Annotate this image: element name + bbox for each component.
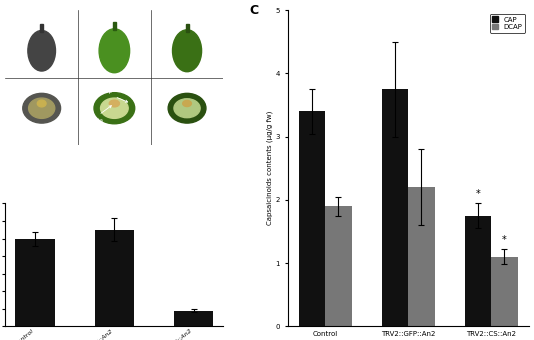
Bar [40,24,43,32]
Bar [299,112,325,326]
Text: *: * [502,235,507,245]
Bar [465,216,491,326]
Ellipse shape [29,98,55,118]
Legend: CAP, DCAP: CAP, DCAP [490,14,525,33]
Ellipse shape [172,30,201,72]
Ellipse shape [183,100,191,106]
Bar [174,311,214,326]
Bar [408,187,435,326]
Ellipse shape [23,94,60,123]
Y-axis label: Capsaicinoids contents (μg/g fw): Capsaicinoids contents (μg/g fw) [266,111,273,225]
Bar [186,24,189,32]
Text: C: C [249,4,258,17]
Ellipse shape [37,100,46,107]
Ellipse shape [99,29,130,73]
Text: *: * [475,189,480,199]
Ellipse shape [100,98,128,118]
Bar [113,22,116,31]
Bar [15,239,55,326]
Ellipse shape [109,100,120,107]
Ellipse shape [174,99,200,118]
Bar [382,89,408,326]
Bar [95,230,134,326]
Text: placenta: placenta [80,106,112,123]
Ellipse shape [94,93,135,124]
Bar [325,206,352,326]
Ellipse shape [28,31,56,71]
Text: exocarp: exocarp [91,89,128,102]
Ellipse shape [168,94,206,123]
Bar [491,257,517,326]
